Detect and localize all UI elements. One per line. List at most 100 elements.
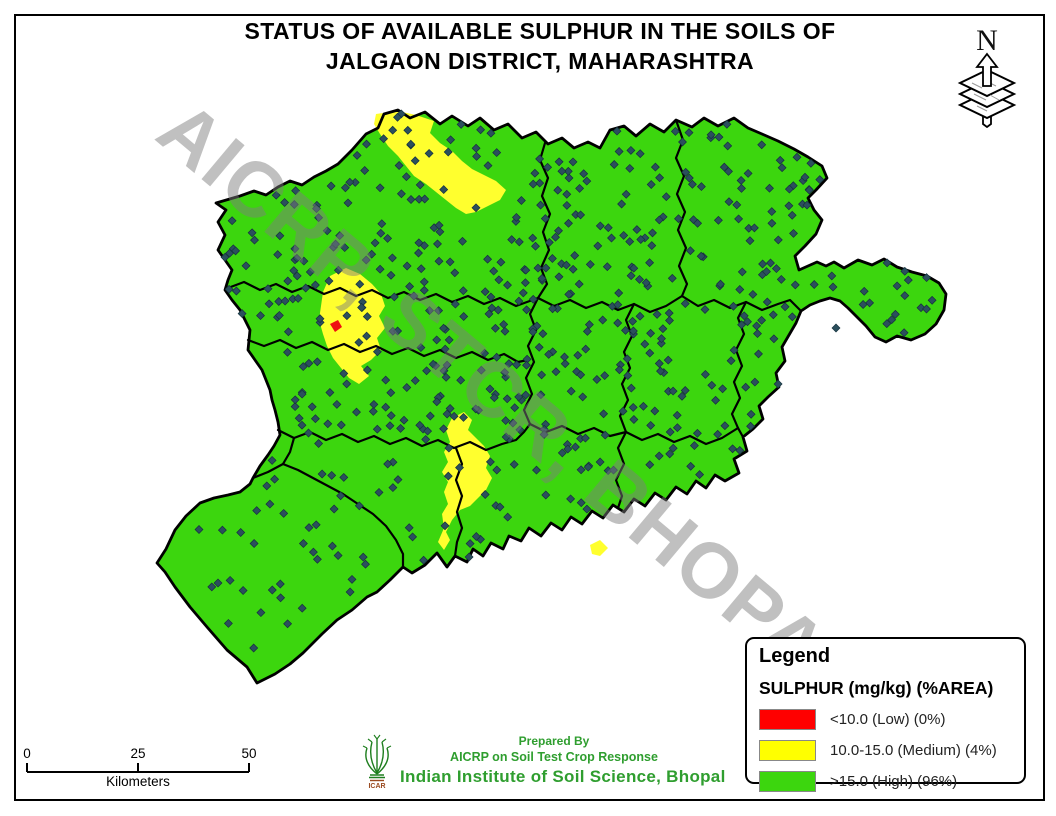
sample-point-marker xyxy=(903,275,913,285)
sample-point-marker xyxy=(420,194,430,204)
sample-point-marker xyxy=(667,273,677,283)
sample-point-marker xyxy=(450,268,460,278)
sample-point-marker xyxy=(471,143,481,153)
sample-point-marker xyxy=(445,257,455,267)
sample-point-marker xyxy=(890,309,900,319)
sample-point-marker xyxy=(538,329,548,339)
sample-point-marker xyxy=(304,523,314,533)
sample-point-marker xyxy=(377,219,387,229)
sample-point-marker xyxy=(551,232,560,242)
sample-point-marker xyxy=(406,139,416,149)
sample-point-marker xyxy=(249,539,259,548)
sample-point-marker xyxy=(806,158,816,168)
sample-point-marker xyxy=(646,328,656,338)
sample-point-marker xyxy=(622,354,632,364)
sample-point-marker xyxy=(580,433,590,443)
sample-point-marker xyxy=(609,160,619,169)
attribution-text: Prepared By AICRP on Soil Test Crop Resp… xyxy=(400,731,725,787)
sample-point-marker xyxy=(762,267,771,277)
sample-point-marker xyxy=(554,157,564,167)
legend-subtitle: SULPHUR (mg/kg) (%AREA) xyxy=(759,678,994,698)
sample-point-marker xyxy=(771,264,781,274)
sample-point-marker xyxy=(831,323,841,333)
sample-point-marker xyxy=(464,552,474,562)
sample-point-marker xyxy=(600,430,610,440)
sample-point-marker xyxy=(274,297,284,306)
sample-point-marker xyxy=(342,379,352,389)
sample-point-marker xyxy=(509,459,519,469)
sample-point-marker xyxy=(543,162,553,172)
sample-point-marker xyxy=(399,415,409,425)
sample-point-marker xyxy=(419,241,429,251)
sample-point-marker xyxy=(362,365,372,375)
sample-point-marker xyxy=(773,235,783,245)
sample-point-marker xyxy=(668,443,678,453)
sample-point-marker xyxy=(603,223,613,233)
sample-point-marker xyxy=(554,272,564,282)
sample-point-marker xyxy=(599,409,609,419)
legend-item-high: >15.0 (High) (96%) xyxy=(759,771,1024,792)
sample-point-marker xyxy=(236,528,246,537)
sample-point-marker xyxy=(792,152,802,162)
sample-point-marker xyxy=(768,310,778,320)
sample-point-marker xyxy=(628,316,638,326)
sample-point-marker xyxy=(471,203,481,213)
sample-point-marker xyxy=(739,311,749,321)
sample-point-marker xyxy=(650,162,660,172)
sample-point-marker xyxy=(256,311,265,321)
sample-point-marker xyxy=(241,261,251,271)
sample-point-marker xyxy=(326,181,336,191)
sample-point-marker xyxy=(480,287,490,297)
sample-point-marker xyxy=(614,288,624,298)
sample-point-marker xyxy=(331,239,341,249)
sample-point-marker xyxy=(828,282,838,292)
sample-point-marker xyxy=(566,386,576,396)
sample-point-marker xyxy=(815,175,825,185)
sample-point-marker xyxy=(692,428,702,438)
sample-point-marker xyxy=(736,176,746,185)
sample-point-marker xyxy=(737,320,747,330)
sample-point-marker xyxy=(563,166,573,176)
sample-point-marker xyxy=(858,300,868,309)
sample-point-marker xyxy=(499,319,509,329)
sample-point-marker xyxy=(619,230,629,240)
sample-point-marker xyxy=(522,360,531,370)
sample-point-marker xyxy=(576,465,586,475)
sample-point-marker xyxy=(533,263,543,273)
sample-point-marker xyxy=(511,212,521,222)
sample-point-marker xyxy=(757,140,767,150)
sample-point-marker xyxy=(388,483,398,493)
sample-point-marker xyxy=(403,125,413,135)
sample-point-marker xyxy=(537,274,547,283)
sample-point-marker xyxy=(547,254,557,263)
sample-point-marker xyxy=(381,375,391,385)
sample-point-marker xyxy=(562,200,572,210)
sample-point-marker xyxy=(333,551,343,560)
sample-point-marker xyxy=(647,241,657,251)
sample-point-marker xyxy=(790,280,800,290)
sample-point-marker xyxy=(766,258,775,268)
sample-point-marker xyxy=(654,359,664,368)
sample-point-marker xyxy=(435,227,445,237)
sample-point-marker xyxy=(657,334,666,344)
sample-point-marker xyxy=(654,215,664,225)
wheat-sheaf xyxy=(362,734,392,779)
sample-point-marker xyxy=(632,225,642,235)
sample-point-marker xyxy=(578,392,588,402)
sample-point-marker xyxy=(882,258,892,268)
sample-point-marker xyxy=(865,298,875,308)
scale-tick-label-25: 25 xyxy=(130,746,146,761)
sample-point-marker xyxy=(297,420,307,430)
sample-point-marker xyxy=(560,352,569,362)
sample-point-marker xyxy=(433,239,442,249)
sample-point-marker xyxy=(534,342,544,352)
sample-point-marker xyxy=(247,228,257,238)
sample-point-marker xyxy=(283,327,293,337)
sample-point-marker xyxy=(707,380,717,390)
sample-point-marker xyxy=(290,244,300,254)
sample-point-marker xyxy=(743,168,753,178)
sample-point-marker xyxy=(900,291,910,301)
sample-point-marker xyxy=(299,256,309,266)
taluka-boundary xyxy=(674,118,689,298)
sample-point-marker xyxy=(304,428,313,438)
